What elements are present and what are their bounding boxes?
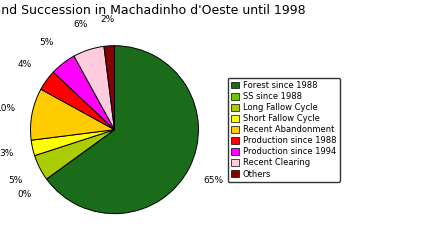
Text: 5%: 5% (8, 176, 23, 185)
Wedge shape (31, 89, 114, 140)
Wedge shape (104, 46, 114, 130)
Wedge shape (47, 130, 114, 179)
Text: 3%: 3% (0, 149, 14, 158)
Text: 4%: 4% (18, 60, 32, 69)
Text: 10%: 10% (0, 104, 16, 113)
Legend: Forest since 1988, SS since 1988, Long Fallow Cycle, Short Fallow Cycle, Recent : Forest since 1988, SS since 1988, Long F… (228, 78, 340, 182)
Text: 6%: 6% (73, 20, 87, 29)
Title: Production and Succession in Machadinho d'Oeste until 1998: Production and Succession in Machadinho … (0, 4, 306, 17)
Wedge shape (41, 72, 114, 130)
Text: 0%: 0% (18, 190, 32, 199)
Text: 65%: 65% (203, 176, 223, 185)
Text: 2%: 2% (100, 15, 114, 23)
Wedge shape (35, 130, 114, 179)
Wedge shape (31, 130, 114, 156)
Text: 5%: 5% (39, 38, 54, 47)
Wedge shape (53, 56, 114, 130)
Wedge shape (47, 46, 198, 214)
Wedge shape (74, 46, 114, 130)
